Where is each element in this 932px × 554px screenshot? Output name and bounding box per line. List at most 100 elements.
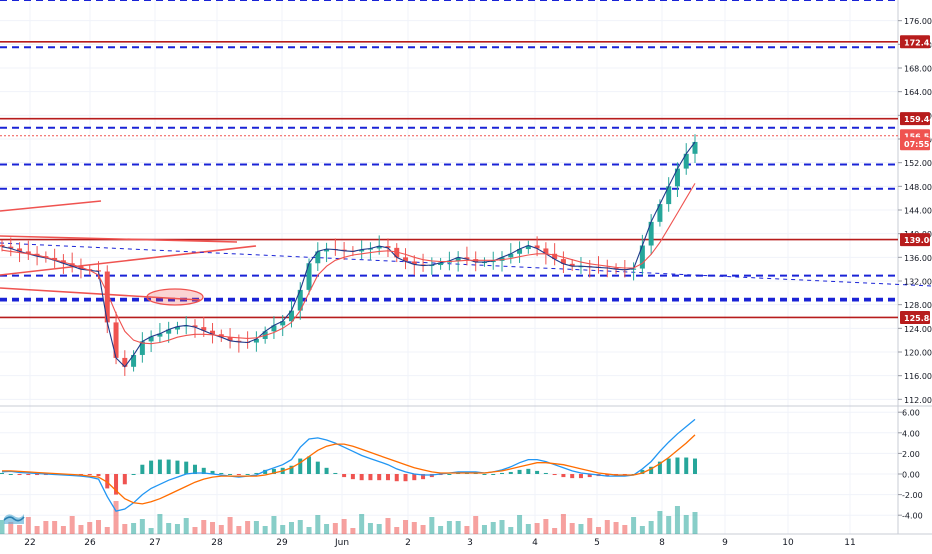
volume-bar (122, 524, 128, 534)
macd-hist-bar (192, 464, 197, 474)
candle-body (438, 262, 444, 266)
macd-hist-bar (8, 474, 13, 475)
volume-bar (473, 516, 479, 534)
price-label-bg (900, 137, 930, 151)
candle-body (455, 257, 461, 261)
time-tick-label: 10 (782, 538, 794, 548)
volume-bar (490, 522, 496, 534)
volume-bar (166, 523, 172, 534)
volume-bars (0, 501, 698, 534)
candle-body (631, 268, 637, 270)
macd-hist-bar (578, 474, 583, 479)
candle-body (648, 221, 654, 246)
candle-body (385, 246, 391, 248)
candle-body (403, 257, 409, 262)
time-tick-label: 2 (405, 538, 411, 548)
price-label-text: 159.44 (904, 115, 932, 124)
macd-hist-bar (394, 474, 399, 482)
macd-hist-bar (543, 472, 548, 474)
volume-bar (604, 520, 610, 534)
volume-bar (43, 521, 49, 534)
macd-hist-bar (245, 474, 250, 475)
volume-bar (692, 512, 698, 534)
candle-body (95, 270, 101, 272)
candle-body (692, 141, 698, 154)
volume-bar (201, 520, 207, 534)
volume-bar (534, 523, 540, 534)
volume-bar (95, 520, 101, 534)
volume-bar (499, 520, 505, 534)
volume-bar (332, 523, 338, 534)
macd-line (1, 418, 696, 512)
macd-hist-bar (105, 474, 110, 489)
price-tick-label: 116.00 (904, 372, 932, 381)
macd-signal-line (2, 434, 696, 505)
time-tick-label: 27 (149, 538, 160, 548)
macd-hist-bar (298, 458, 303, 474)
volume-bar (385, 518, 391, 534)
trendline-upper (0, 200, 102, 212)
macd-hist-bar (263, 469, 268, 474)
volume-bar (183, 518, 189, 534)
volume-bar (517, 515, 523, 534)
candle-body (25, 251, 31, 254)
price-label-text: 156.54 (904, 132, 932, 141)
candle-body (113, 322, 119, 358)
macd-hist-bar (315, 461, 320, 474)
candle-body (508, 253, 514, 258)
volume-bar (622, 525, 628, 534)
macd-hist-bar (350, 474, 355, 480)
macd-tick-label: -2.00 (902, 491, 923, 500)
price-tick-label: 128.00 (904, 301, 932, 310)
candle-body (517, 249, 523, 254)
volume-bar (508, 527, 514, 534)
macd-hist-bar (640, 469, 645, 474)
macd-hist-bar (666, 458, 671, 474)
macd-hist-bar (254, 472, 259, 474)
candle-body (490, 260, 496, 263)
volume-bar (596, 527, 602, 534)
price-tick-label: 120.00 (904, 349, 932, 358)
volume-bar (543, 519, 549, 534)
volume-bar (648, 521, 654, 534)
trendline-lower (0, 287, 201, 301)
volume-bar (288, 522, 294, 534)
volume-bar (69, 516, 75, 534)
volume-bar (367, 523, 373, 534)
macd-hist-bar (377, 474, 382, 481)
candle-body (122, 357, 128, 367)
candle-body (253, 338, 259, 343)
candle-body (280, 321, 286, 326)
candle-body (674, 168, 680, 187)
candle-body (411, 261, 417, 265)
trendline-dotted (0, 242, 932, 287)
macd-hist-bar (175, 460, 180, 474)
price-tick-label: 112.00 (904, 396, 932, 405)
volume-bar (438, 526, 444, 534)
volume-bar (113, 501, 119, 534)
macd-hist-bar (166, 459, 171, 474)
candle-body (183, 325, 189, 327)
price-tick-label: 148.00 (904, 183, 932, 192)
macd-hist-bar (114, 474, 119, 495)
candle-body (8, 246, 14, 249)
price-tick-label: 164.00 (904, 88, 932, 97)
candle-body (297, 289, 303, 311)
candle-body (534, 245, 540, 249)
time-tick-label: 4 (532, 538, 538, 548)
volume-bar (236, 526, 242, 534)
candle-body (683, 153, 689, 169)
volume-bar (0, 520, 5, 534)
macd-hist-bar (517, 469, 522, 474)
candle-body (306, 263, 312, 290)
volume-bar (420, 525, 426, 534)
volume-bar (253, 521, 259, 534)
candle-body (17, 248, 23, 252)
candle-body (148, 336, 154, 342)
volume-bar (210, 522, 216, 534)
macd-hist-bar (131, 474, 136, 475)
macd-hist-bar (87, 474, 92, 476)
candle-body (166, 329, 172, 334)
macd-tick-label: 0.00 (902, 471, 920, 480)
